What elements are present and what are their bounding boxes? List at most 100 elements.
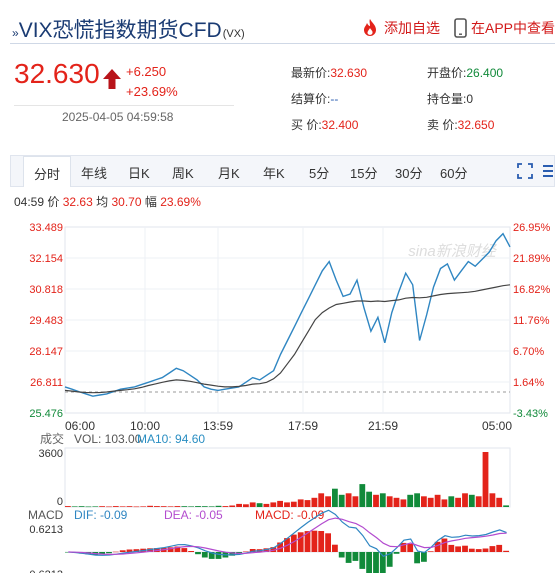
volume-bar xyxy=(174,506,181,507)
macd-bar xyxy=(441,538,448,552)
volume-bar xyxy=(441,499,448,507)
stat-settle: 结算价:-- xyxy=(291,92,339,106)
add-watchlist-label: 添加自选 xyxy=(383,20,440,36)
arrow-up-icon xyxy=(103,69,121,89)
volume-bar xyxy=(188,506,194,507)
volume-bar xyxy=(85,506,92,508)
volume-title: 成交 xyxy=(40,431,64,446)
volume-bar xyxy=(181,506,188,507)
macd-bar xyxy=(386,552,393,567)
add-watchlist-button[interactable]: 添加自选 xyxy=(360,18,440,38)
quote-timestamp: 2025-04-05 04:59:58 xyxy=(62,110,174,124)
phone-icon xyxy=(454,18,467,38)
volume-bar xyxy=(489,493,496,508)
volume-bar xyxy=(249,502,256,507)
volume-bar xyxy=(448,496,455,507)
volume-bar xyxy=(455,497,461,507)
volume-bar xyxy=(318,493,325,508)
volume-bar xyxy=(352,496,359,507)
volume-bar xyxy=(147,505,153,507)
volume-bar xyxy=(475,496,482,507)
macd-bar xyxy=(188,551,194,552)
tab-15min[interactable]: 15分 xyxy=(350,166,378,181)
volume-plot-frame xyxy=(64,447,511,508)
tab-year-line[interactable]: 年线 xyxy=(81,166,108,181)
change-percent: +23.69% xyxy=(126,84,178,99)
time-tick-label: 21:59 xyxy=(368,419,398,433)
macd-bar xyxy=(400,542,407,552)
macd-top-label: 0.6213 xyxy=(29,524,63,536)
volume-bar xyxy=(65,506,71,507)
average-line xyxy=(64,284,511,394)
volume-bar xyxy=(160,506,167,507)
stat-sell: 卖 价:32.650 xyxy=(427,118,495,132)
macd-bar xyxy=(181,548,188,552)
dea-label: DEA: -0.05 xyxy=(164,508,223,522)
volume-bar xyxy=(208,506,215,507)
macd-bar xyxy=(126,549,133,552)
header: »VIX恐慌指数期货CFD(VX) 添加自选 在APP中查看 xyxy=(10,10,555,44)
macd-bar xyxy=(133,549,140,552)
macd-bar xyxy=(462,545,468,552)
macd-bar xyxy=(106,552,112,554)
macd-bar xyxy=(427,551,434,552)
macd-bar xyxy=(379,552,386,573)
tab-60min[interactable]: 60分 xyxy=(440,166,468,181)
volume-bar xyxy=(359,484,366,507)
volume-bar xyxy=(290,501,297,507)
volume-bar xyxy=(421,496,427,507)
tab-daily-k[interactable]: 日K xyxy=(128,166,150,181)
macd-bar xyxy=(65,552,71,553)
macd-bar xyxy=(448,544,455,552)
price-tick-label: 30.818 xyxy=(29,284,63,296)
macd-bar xyxy=(482,548,489,552)
stat-latest: 最新价:32.630 xyxy=(291,66,368,80)
macd-bar xyxy=(373,552,379,573)
percent-tick-label: -3.43% xyxy=(513,408,548,420)
macd-bar xyxy=(277,542,283,552)
price-change: +6.250 +23.69% xyxy=(126,62,178,102)
volume-bar xyxy=(112,506,119,507)
volume-bar xyxy=(373,494,379,507)
price-tick-label: 26.811 xyxy=(30,377,63,389)
percent-tick-label: 26.95% xyxy=(513,222,551,234)
fullscreen-icon[interactable] xyxy=(517,163,533,179)
volume-bar xyxy=(126,506,133,507)
percent-tick-label: 16.82% xyxy=(513,284,551,296)
time-tick-label: 13:59 xyxy=(203,419,233,433)
instrument-code: (VX) xyxy=(222,28,245,40)
volume-bar xyxy=(434,494,441,507)
stats-right: 开盘价:26.400 持仓量:0 卖 价:32.650 xyxy=(427,60,503,138)
volume-bar xyxy=(496,497,503,507)
volume-bar xyxy=(297,499,304,507)
tab-yearly-k[interactable]: 年K xyxy=(263,166,285,181)
open-in-app-button[interactable]: 在APP中查看 xyxy=(454,18,555,38)
macd-bar xyxy=(290,534,297,552)
current-price: 32.630 xyxy=(14,58,100,89)
tab-30min[interactable]: 30分 xyxy=(395,166,423,181)
volume-bar xyxy=(407,494,414,507)
macd-bar xyxy=(249,549,256,552)
quote-block: 32.630 +6.250 +23.69% xyxy=(14,58,178,99)
volume-bar xyxy=(256,503,263,507)
volume-bar xyxy=(325,496,331,507)
volume-bar xyxy=(243,504,249,508)
tab-5min[interactable]: 5分 xyxy=(309,166,330,181)
tab-weekly-k[interactable]: 周K xyxy=(172,166,194,181)
volume-max-label: 3600 xyxy=(39,448,63,460)
volume-bar xyxy=(311,497,318,507)
volume-bar xyxy=(263,503,270,507)
macd-bar xyxy=(455,546,461,552)
macd-bar xyxy=(112,551,119,553)
macd-bar xyxy=(174,546,181,552)
watermark: sina新浪财经 xyxy=(408,243,498,260)
tab-intraday[interactable]: 分时 xyxy=(23,156,72,187)
more-menu-icon[interactable] xyxy=(543,163,553,179)
volume-bar xyxy=(386,496,393,507)
macd-bar xyxy=(297,532,304,552)
tab-monthly-k[interactable]: 月K xyxy=(218,166,240,181)
percent-tick-label: 6.70% xyxy=(513,346,544,358)
macd-bar xyxy=(352,552,359,561)
macd-bar xyxy=(99,552,105,555)
